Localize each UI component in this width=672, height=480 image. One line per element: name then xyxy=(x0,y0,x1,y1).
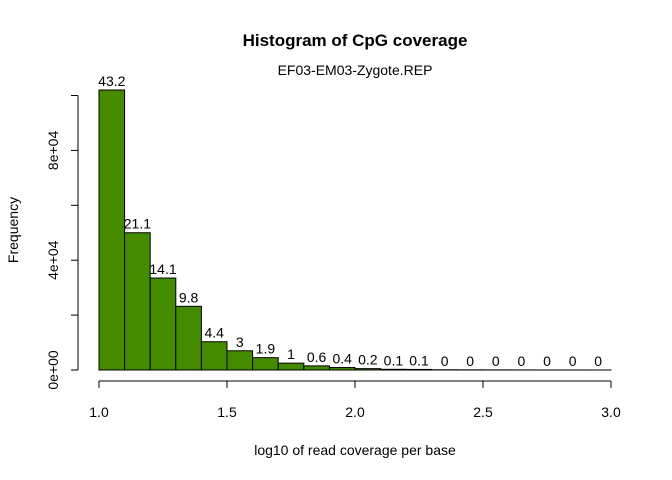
bar-value-label: 0 xyxy=(543,353,551,369)
bar-value-label: 1.9 xyxy=(256,341,276,357)
y-axis: 0e+00 4e+04 8e+04 xyxy=(45,94,79,390)
chart-title: Histogram of CpG coverage xyxy=(243,31,468,50)
x-tick-label: 2.0 xyxy=(345,404,365,420)
bar-value-label: 21.1 xyxy=(124,216,151,232)
histogram-bar xyxy=(354,368,382,371)
bar-value-label: 0.1 xyxy=(384,352,404,368)
bar-value-label: 1 xyxy=(287,346,295,362)
bar-value-label: 9.8 xyxy=(179,289,199,305)
histogram-bar xyxy=(303,365,330,371)
bar-value-label: 0 xyxy=(594,353,602,369)
y-tick-label: 0e+00 xyxy=(45,350,61,390)
bar-value-label: 0.2 xyxy=(358,352,378,368)
histogram-bar xyxy=(175,305,202,371)
bar-value-label: 0.1 xyxy=(409,352,429,368)
x-axis: 1.0 1.5 2.0 2.5 3.0 xyxy=(89,380,621,420)
bar-value-label: 0.4 xyxy=(332,351,352,367)
histogram-bar xyxy=(380,368,407,371)
bar-value-label: 0 xyxy=(492,353,500,369)
bar-value-label: 4.4 xyxy=(204,325,224,341)
histogram-bar xyxy=(252,357,279,371)
bar-value-label: 43.2 xyxy=(98,73,125,89)
x-tick-label: 2.5 xyxy=(473,404,493,420)
y-tick-label: 8e+04 xyxy=(45,131,61,171)
x-tick-label: 1.0 xyxy=(89,404,109,420)
bar-value-label: 0 xyxy=(569,353,577,369)
histogram-bar xyxy=(98,89,126,371)
histogram-bar xyxy=(277,362,305,371)
x-tick-label: 3.0 xyxy=(601,404,621,420)
histogram-bar xyxy=(124,232,151,371)
histogram-bar xyxy=(200,341,228,371)
histogram-bar xyxy=(149,277,177,371)
bar-value-label: 0 xyxy=(441,353,449,369)
histogram-bar xyxy=(226,350,254,371)
bar-value-label: 14.1 xyxy=(149,261,176,277)
y-tick-label: 4e+04 xyxy=(45,240,61,280)
bar-value-label: 0.6 xyxy=(307,349,327,365)
x-tick-label: 1.5 xyxy=(217,404,237,420)
histogram-bar xyxy=(405,368,433,371)
y-axis-label: Frequency xyxy=(5,197,21,263)
bar-labels-group: 43.2 21.1 14.19.8 4.4 3 1.9 1 0.6 0.4 0.2 0.1 0.1 0 0… xyxy=(98,73,602,369)
bars-group xyxy=(98,89,612,371)
x-axis-label: log10 of read coverage per base xyxy=(254,442,456,458)
histogram-bar xyxy=(328,367,356,371)
chart-subtitle: EF03-EM03-Zygote.REP xyxy=(278,62,433,78)
bar-value-label: 0 xyxy=(518,353,526,369)
bar-value-label: 0 xyxy=(466,353,474,369)
bar-value-label: 3 xyxy=(236,334,244,350)
